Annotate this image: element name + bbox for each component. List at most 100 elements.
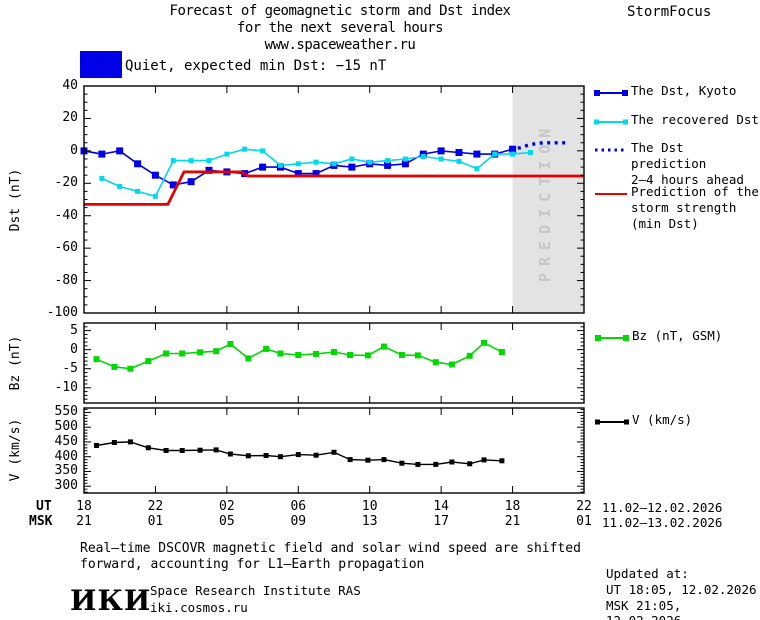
updated-at-label: Updated at: bbox=[606, 566, 689, 581]
legend-item-bz: Bz (nT, GSM) bbox=[595, 328, 723, 344]
data-point-marker bbox=[498, 349, 505, 355]
data-point-marker bbox=[364, 352, 371, 359]
data-point-marker bbox=[127, 439, 133, 445]
data-point-marker bbox=[347, 457, 353, 463]
data-point-marker bbox=[263, 453, 269, 458]
site-link[interactable]: www.spaceweather.ru bbox=[264, 37, 416, 53]
data-point-marker bbox=[277, 454, 283, 460]
data-point-marker bbox=[94, 443, 99, 448]
data-point-marker bbox=[213, 447, 219, 453]
data-point-marker bbox=[456, 158, 462, 164]
data-point-marker bbox=[227, 341, 234, 347]
iki-logo: ИКИ bbox=[70, 584, 152, 617]
legend-item-recovered: The recovered Dst bbox=[594, 112, 759, 128]
legend-label: Prediction of the bbox=[631, 184, 759, 199]
data-point-marker bbox=[116, 147, 124, 155]
data-point-marker bbox=[438, 156, 444, 162]
page-title: Forecast of geomagnetic storm and Dst in… bbox=[0, 3, 680, 54]
data-point-marker bbox=[295, 352, 302, 358]
series-prediction-of-the-storm-strength-min-dst- bbox=[84, 170, 584, 206]
data-point-marker bbox=[179, 448, 185, 453]
legend-item-v: V (km/s) bbox=[595, 412, 692, 428]
data-point-marker bbox=[449, 459, 455, 465]
data-point-marker bbox=[313, 452, 319, 458]
data-point-marker bbox=[381, 457, 387, 463]
status-text: Quiet, expected min Dst: −15 nT bbox=[125, 58, 387, 74]
legend-item-storm-strength: Prediction of the storm strength (min Ds… bbox=[595, 184, 759, 232]
legend-label: Bz (nT, GSM) bbox=[632, 328, 723, 343]
data-point-marker bbox=[312, 170, 320, 178]
ut-date-range: 11.02–12.02.2026 bbox=[602, 500, 723, 515]
storm-strength-line-icon bbox=[593, 187, 629, 197]
data-point-marker bbox=[169, 181, 177, 189]
data-point-marker bbox=[474, 166, 480, 172]
data-point-marker bbox=[294, 170, 302, 178]
legend-label: (min Dst) bbox=[631, 216, 699, 231]
legend-item-kyoto: The Dst, Kyoto bbox=[594, 83, 737, 99]
data-point-marker bbox=[242, 146, 248, 152]
data-point-marker bbox=[263, 345, 270, 352]
data-point-marker bbox=[384, 161, 392, 169]
dst-panel-frame bbox=[83, 85, 585, 314]
data-point-marker bbox=[152, 193, 158, 199]
data-point-marker bbox=[349, 156, 355, 162]
data-point-marker bbox=[365, 457, 371, 463]
data-point-marker bbox=[348, 163, 356, 171]
data-point-marker bbox=[197, 447, 203, 453]
data-point-marker bbox=[467, 461, 473, 467]
data-point-marker bbox=[401, 160, 409, 168]
v-line-icon bbox=[594, 415, 630, 425]
data-point-marker bbox=[433, 461, 439, 467]
ut-axis-key: UT bbox=[36, 499, 52, 514]
data-point-marker bbox=[367, 159, 373, 165]
title-line-1: Forecast of geomagnetic storm and Dst in… bbox=[169, 3, 511, 19]
data-point-marker bbox=[313, 159, 319, 165]
data-point-marker bbox=[224, 151, 230, 157]
data-point-marker bbox=[117, 184, 123, 189]
legend-item-prediction: The Dst prediction 2–4 hours ahead bbox=[595, 140, 760, 188]
data-point-marker bbox=[448, 361, 455, 368]
data-point-marker bbox=[206, 158, 212, 164]
dst-axis-label: Dst (nT) bbox=[8, 168, 23, 232]
msk-date-range: 11.02–13.02.2026 bbox=[602, 515, 723, 530]
legend-label: The Dst prediction bbox=[631, 140, 707, 171]
brand-label: StormFocus bbox=[627, 4, 712, 20]
data-point-marker bbox=[295, 452, 301, 458]
data-point-marker bbox=[385, 158, 391, 164]
data-point-marker bbox=[163, 448, 169, 453]
legend-label: The Dst, Kyoto bbox=[631, 83, 737, 98]
data-point-marker bbox=[313, 350, 320, 357]
data-point-marker bbox=[414, 352, 421, 359]
data-point-marker bbox=[331, 349, 337, 355]
data-point-marker bbox=[163, 350, 170, 357]
footer-note-line2: forward, accounting for L1–Earth propaga… bbox=[80, 557, 425, 572]
data-point-marker bbox=[331, 161, 337, 167]
recovered-line-icon bbox=[593, 115, 629, 125]
prediction-band-label: PREDICTION bbox=[536, 121, 554, 282]
data-point-marker bbox=[466, 352, 473, 359]
data-point-marker bbox=[499, 458, 505, 464]
data-point-marker bbox=[260, 148, 266, 154]
data-point-marker bbox=[134, 160, 142, 168]
data-point-marker bbox=[277, 162, 283, 168]
series-the-dst-prediction-2-4-hours-ahead bbox=[517, 141, 570, 151]
data-point-marker bbox=[277, 350, 284, 357]
legend-label: 2–4 hours ahead bbox=[631, 172, 744, 187]
data-point-marker bbox=[295, 161, 301, 167]
data-point-marker bbox=[347, 352, 354, 358]
data-point-marker bbox=[399, 460, 405, 466]
data-point-marker bbox=[151, 171, 159, 179]
footer-note-line1: Real–time DSCOVR magnetic field and sola… bbox=[80, 541, 581, 556]
data-point-marker bbox=[135, 188, 141, 194]
data-point-marker bbox=[170, 158, 176, 164]
data-point-marker bbox=[420, 154, 426, 159]
prediction-dotted-line-icon bbox=[593, 143, 629, 153]
data-point-marker bbox=[213, 348, 220, 355]
data-point-marker bbox=[93, 356, 100, 363]
data-point-marker bbox=[331, 449, 337, 455]
data-point-marker bbox=[402, 156, 408, 162]
data-point-marker bbox=[227, 451, 233, 457]
institute-site-link[interactable]: iki.cosmos.ru bbox=[150, 600, 248, 615]
